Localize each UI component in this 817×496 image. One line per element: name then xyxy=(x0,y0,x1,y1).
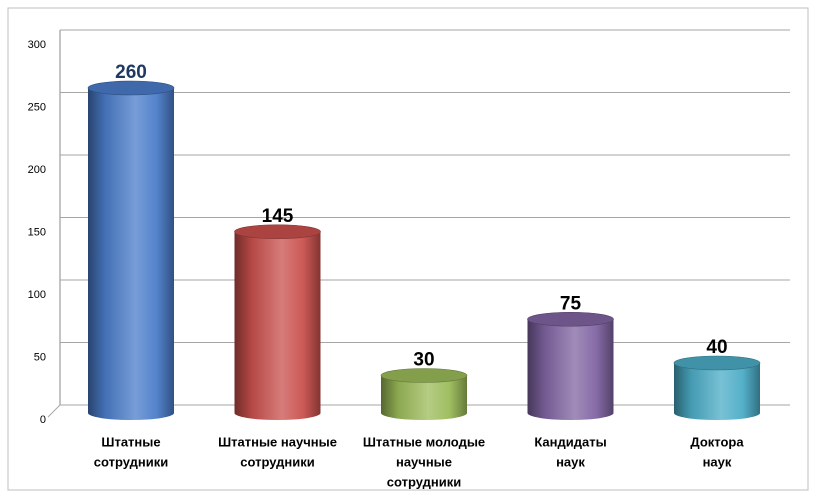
y-tick-label: 50 xyxy=(34,351,46,363)
y-tick-label: 100 xyxy=(28,289,46,301)
floor-edge xyxy=(47,404,61,418)
bar xyxy=(87,80,175,420)
bar-body xyxy=(527,319,614,413)
value-label: 30 xyxy=(413,350,434,371)
x-tick-label: сотрудники xyxy=(240,454,314,469)
x-tick-label: Штатные научные xyxy=(218,434,337,449)
y-tick-label: 150 xyxy=(28,226,46,238)
y-tick-label: 300 xyxy=(28,39,46,51)
value-label: 40 xyxy=(706,337,727,358)
bar-top xyxy=(527,311,614,327)
bar-top xyxy=(234,224,321,240)
bar xyxy=(673,355,761,420)
y-tick-label: 0 xyxy=(40,414,46,426)
x-tick-label: сотрудники xyxy=(94,454,168,469)
bar xyxy=(234,224,321,420)
value-label: 260 xyxy=(115,62,147,83)
bar-body xyxy=(88,88,174,413)
x-tick-label: сотрудники xyxy=(387,474,461,489)
x-tick-label: научные xyxy=(396,454,452,469)
x-tick-label: Штатные xyxy=(101,434,160,449)
bar-body xyxy=(674,363,760,413)
bar-top xyxy=(673,355,761,371)
y-tick-label: 200 xyxy=(28,164,46,176)
bar-body xyxy=(234,231,321,413)
bar xyxy=(527,311,614,420)
value-label: 145 xyxy=(262,206,294,227)
x-tick-label: Штатные молодые xyxy=(363,434,485,449)
bar-top xyxy=(380,368,468,383)
bar-top xyxy=(87,80,175,96)
y-tick-label: 250 xyxy=(28,101,46,113)
x-tick-label: Кандидаты xyxy=(534,434,606,449)
x-tick-label: наук xyxy=(703,454,732,469)
x-tick-label: наук xyxy=(556,454,585,469)
x-tick-label: Доктора xyxy=(690,434,744,449)
bar xyxy=(380,368,468,420)
value-label: 75 xyxy=(560,293,582,314)
